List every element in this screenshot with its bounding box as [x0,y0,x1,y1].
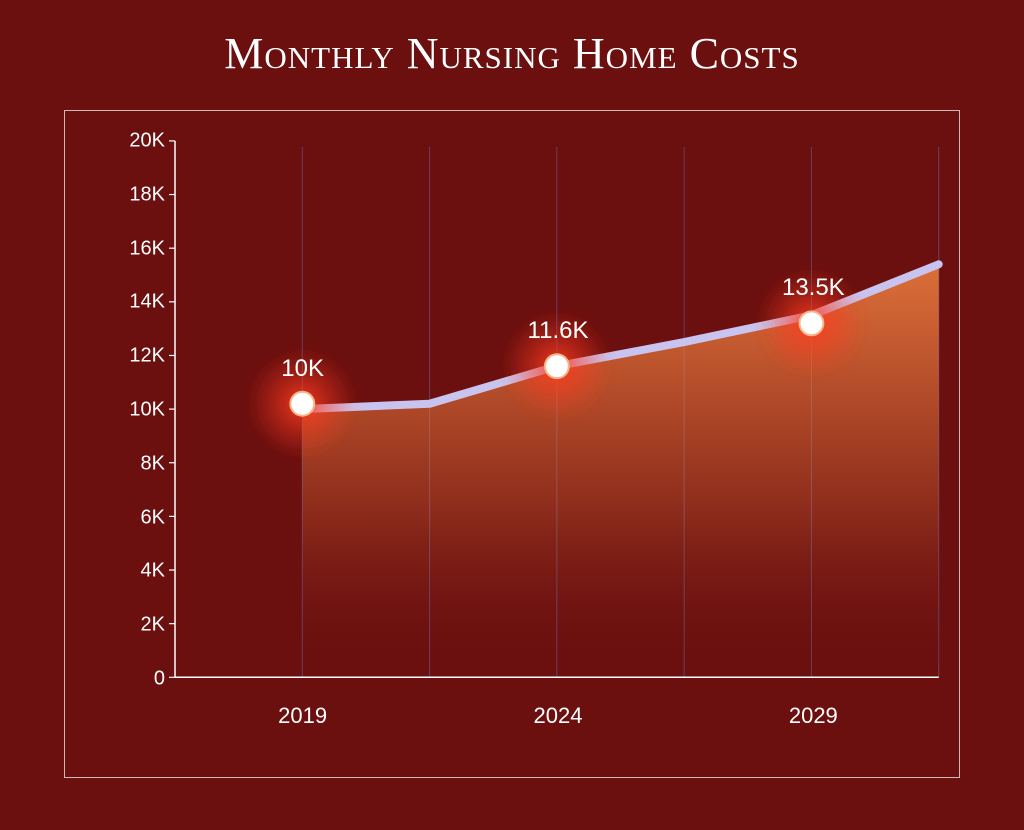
y-tick-label: 2K [105,614,165,637]
data-point-marker [290,392,314,416]
chart-title: Monthly Nursing Home Costs [0,28,1024,79]
data-point-marker [799,311,823,335]
x-tick-label: 2029 [773,703,853,729]
y-tick-label: 12K [105,345,165,368]
chart-svg [65,111,959,777]
x-tick-label: 2019 [263,703,343,729]
data-point-marker [545,354,569,378]
x-tick-label: 2024 [518,703,598,729]
data-point-label: 13.5K [763,274,863,302]
y-tick-label: 8K [105,452,165,475]
y-tick-label: 4K [105,560,165,583]
y-tick-label: 20K [105,130,165,153]
y-tick-label: 6K [105,506,165,529]
y-tick-label: 10K [105,399,165,422]
y-tick-label: 16K [105,237,165,260]
page-root: Monthly Nursing Home Costs 0 2K 4K 6K 8K 10K 1… [0,0,1024,830]
y-tick-label: 0 [105,668,165,691]
y-tick-label: 18K [105,183,165,206]
data-point-label: 11.6K [508,317,608,345]
y-tick-label: 14K [105,291,165,314]
chart-panel: 0 2K 4K 6K 8K 10K 12K 14K 16K 18K 20K 2019 2024 2029 1… [64,110,960,778]
data-point-label: 10K [253,355,353,383]
